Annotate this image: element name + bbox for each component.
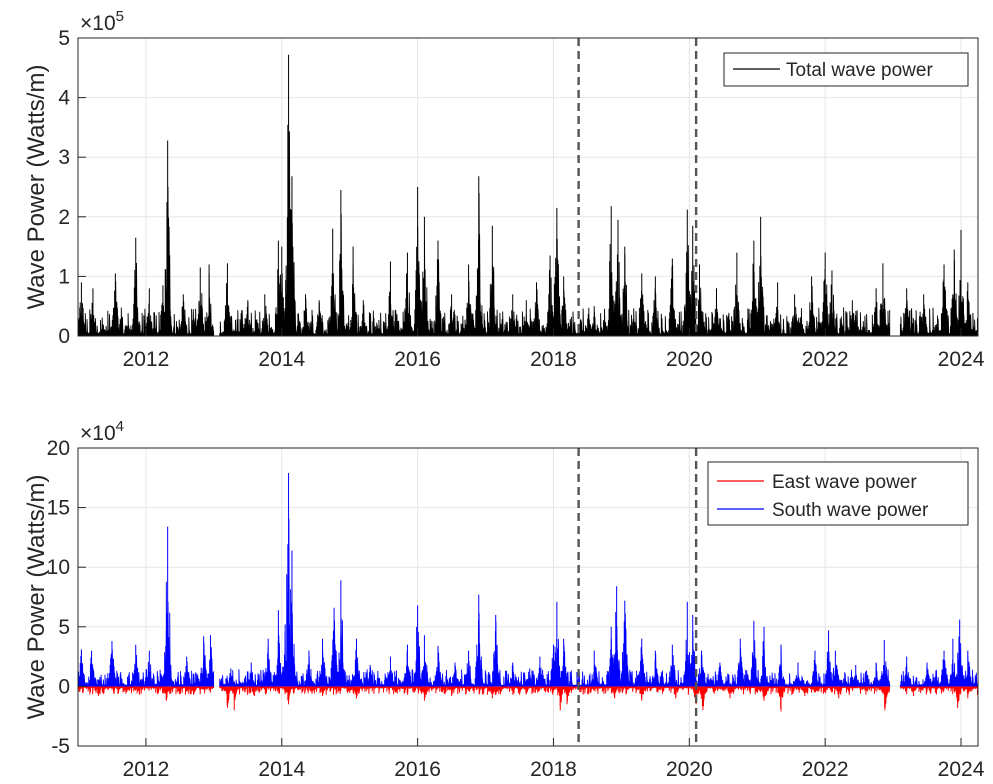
event-lines bbox=[577, 38, 698, 336]
x-tick-label: 2012 bbox=[123, 758, 170, 781]
series-line-1 bbox=[77, 518, 979, 687]
y-multiplier: ×105 bbox=[80, 8, 124, 35]
x-tick-label: 2024 bbox=[938, 758, 985, 781]
legend: Total wave power bbox=[723, 52, 969, 87]
y-tick-label: 1 bbox=[58, 265, 70, 288]
y-tick-label: 2 bbox=[58, 206, 70, 229]
legend-box bbox=[707, 461, 969, 526]
event-lines bbox=[577, 448, 698, 746]
legend: East wave power South wave power bbox=[707, 461, 969, 526]
x-tick-label: 2016 bbox=[394, 758, 441, 781]
y-tick-label: 4 bbox=[58, 87, 70, 110]
legend-label-total: Total wave power bbox=[786, 60, 933, 81]
axes-box bbox=[77, 447, 979, 747]
y-tick-label: -5 bbox=[51, 735, 70, 758]
y-tick-labels: 0 1 2 3 4 5 bbox=[58, 27, 86, 348]
x-tick-label: 2024 bbox=[938, 348, 985, 371]
x-tick-label: 2018 bbox=[530, 758, 577, 781]
y-tick-label: 0 bbox=[58, 675, 70, 698]
y-tick-label: 15 bbox=[47, 497, 70, 520]
y-tick-label: 5 bbox=[58, 27, 70, 50]
y-multiplier: ×104 bbox=[80, 418, 124, 445]
y-tick-label: 20 bbox=[47, 437, 70, 460]
legend-label-east: East wave power bbox=[772, 472, 917, 493]
legend-label-south: South wave power bbox=[772, 500, 929, 521]
x-tick-labels: 2012 2014 2016 2018 2020 2022 2024 bbox=[123, 328, 985, 371]
plot-area bbox=[78, 38, 978, 336]
x-tick-label: 2014 bbox=[258, 348, 305, 371]
x-tick-label: 2020 bbox=[666, 758, 713, 781]
y-axis-label: Wave Power (Watts/m) bbox=[23, 65, 50, 310]
y-tick-label: 10 bbox=[47, 556, 70, 579]
y-tick-label: 3 bbox=[58, 146, 70, 169]
x-tick-label: 2014 bbox=[258, 758, 305, 781]
x-tick-label: 2020 bbox=[666, 348, 713, 371]
x-tick-label: 2012 bbox=[123, 348, 170, 371]
y-tick-labels: -5 0 5 10 15 20 bbox=[47, 437, 86, 758]
x-tick-label: 2016 bbox=[394, 348, 441, 371]
x-tick-label: 2018 bbox=[530, 348, 577, 371]
y-tick-label: 5 bbox=[58, 616, 70, 639]
x-tick-label: 2022 bbox=[802, 758, 849, 781]
x-tick-labels: 2012 2014 2016 2018 2020 2022 2024 bbox=[123, 738, 985, 781]
y-axis-label: Wave Power (Watts/m) bbox=[23, 475, 50, 720]
axes-box bbox=[77, 37, 979, 337]
data-lines bbox=[77, 473, 979, 712]
y-tick-label: 0 bbox=[58, 325, 70, 348]
x-tick-label: 2022 bbox=[802, 348, 849, 371]
data-lines bbox=[77, 54, 979, 337]
total-power-panel: 0 1 2 3 4 5 2012 2014 2016 2018 2020 2022 2024 ×105… bbox=[23, 8, 985, 371]
